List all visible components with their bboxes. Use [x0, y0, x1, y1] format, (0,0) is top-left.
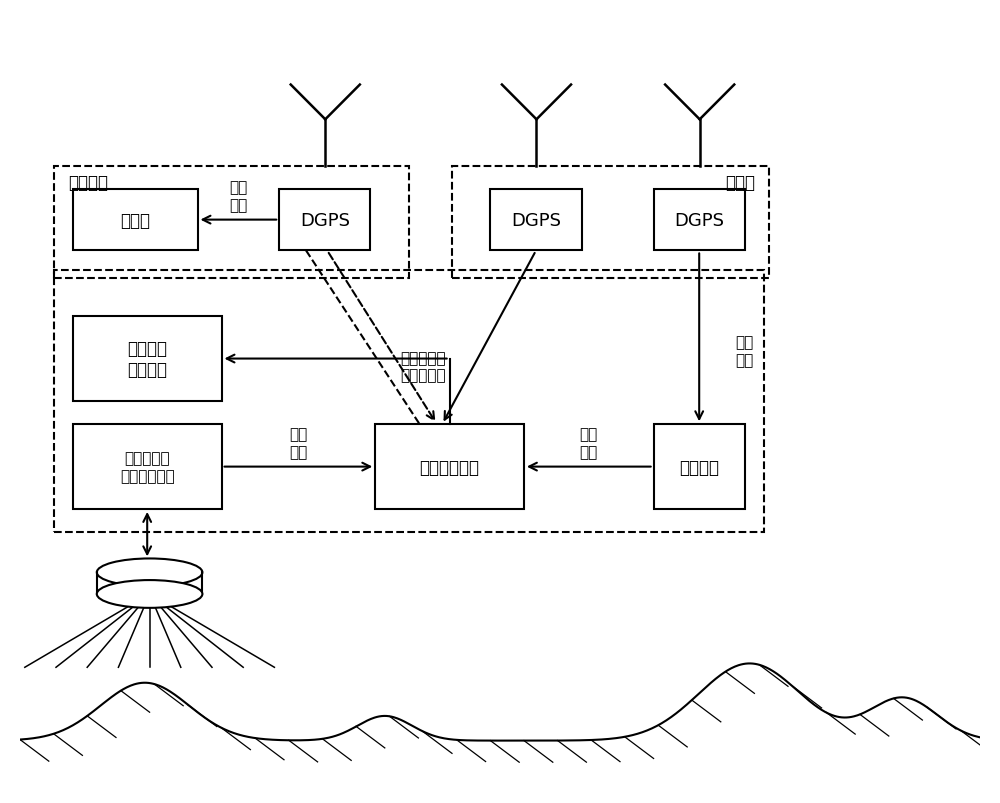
Bar [375, 425, 524, 509]
Text: DGPS: DGPS [300, 211, 350, 230]
Text: 航向
定位: 航向 定位 [229, 181, 248, 213]
Text: DGPS: DGPS [511, 211, 561, 230]
Text: 多波束综合
多普勒计程仪: 多波束综合 多普勒计程仪 [120, 450, 175, 483]
Bar [73, 190, 198, 251]
Text: 海底地形
匹配模块: 海底地形 匹配模块 [127, 340, 167, 378]
Bar [73, 425, 222, 509]
Bar [54, 271, 764, 532]
Ellipse shape [97, 559, 202, 586]
Text: 试验船: 试验船 [726, 174, 756, 192]
Ellipse shape [97, 581, 202, 608]
Text: DGPS: DGPS [674, 211, 724, 230]
Text: 动力拖船: 动力拖船 [68, 174, 108, 192]
Text: 平台罗经: 平台罗经 [679, 458, 719, 476]
Text: 定位、速度
时间、海拔: 定位、速度 时间、海拔 [400, 351, 446, 383]
Text: 定位
信息: 定位 信息 [735, 335, 753, 368]
Bar [54, 166, 409, 278]
Bar [73, 316, 222, 402]
Bar [654, 425, 745, 509]
Bar [452, 166, 769, 278]
Bar [97, 573, 202, 594]
Text: 数据采集模块: 数据采集模块 [420, 458, 480, 476]
Bar [279, 190, 370, 251]
Text: 驾驶室: 驾驶室 [120, 211, 150, 230]
Bar [490, 190, 582, 251]
Bar [654, 190, 745, 251]
Text: 速度
深度: 速度 深度 [289, 427, 308, 459]
Text: 航向
姿态: 航向 姿态 [580, 427, 598, 459]
